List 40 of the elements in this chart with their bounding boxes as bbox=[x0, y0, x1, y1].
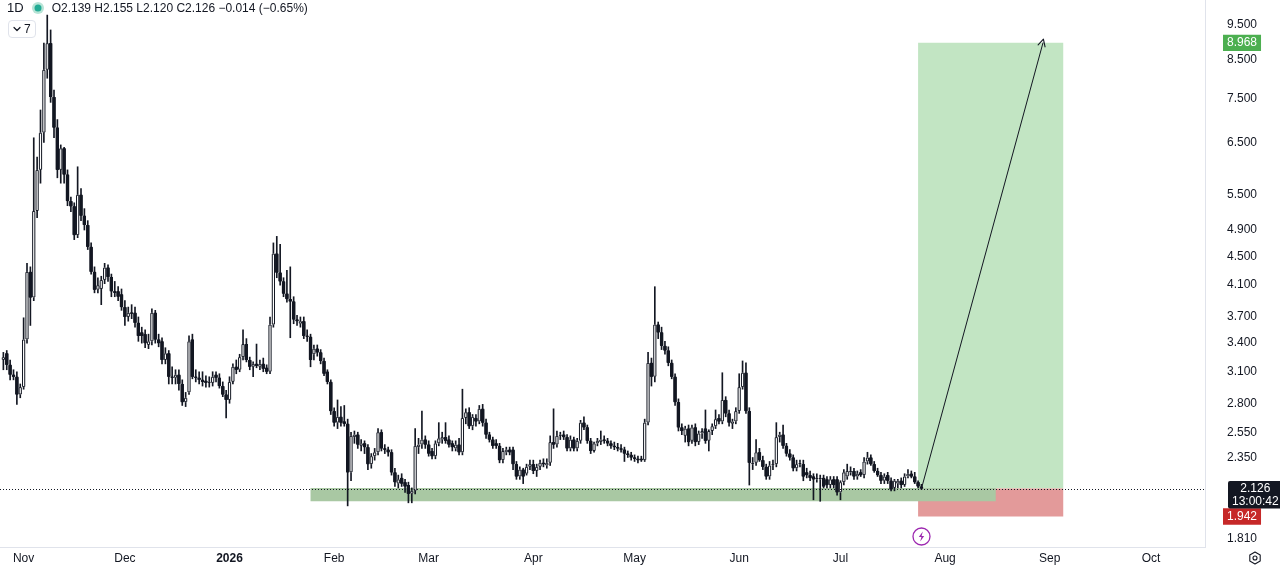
x-tick-label: Jun bbox=[729, 550, 749, 565]
candlestick bbox=[207, 376, 211, 388]
y-tick-label: 7.500 bbox=[1227, 90, 1258, 105]
x-tick-label: Aug bbox=[934, 550, 956, 565]
x-tick-label: 2026 bbox=[216, 550, 244, 565]
y-tick-label: 8.500 bbox=[1227, 51, 1258, 66]
y-tick-label: 3.400 bbox=[1227, 335, 1258, 350]
candlestick bbox=[204, 375, 208, 388]
x-tick-label: May bbox=[623, 550, 646, 565]
candlestick bbox=[602, 435, 606, 444]
y-tick-label: 4.500 bbox=[1227, 248, 1258, 263]
x-tick-label: Feb bbox=[323, 550, 345, 565]
x-tick-label: Oct bbox=[1141, 550, 1161, 565]
x-tick-label: Mar bbox=[418, 550, 440, 565]
y-tick-label: 8.968 bbox=[1227, 35, 1258, 50]
y-tick-label: 1.810 bbox=[1227, 530, 1258, 545]
y-tick-label: 2.800 bbox=[1227, 395, 1258, 410]
x-tick-label: Jul bbox=[832, 550, 849, 565]
y-tick-label: 2.550 bbox=[1227, 424, 1258, 439]
x-tick-label: Apr bbox=[523, 550, 543, 565]
y-tick-label: 4.900 bbox=[1227, 222, 1258, 237]
x-tick-label: Nov bbox=[12, 550, 35, 565]
y-tick-label: 2.350 bbox=[1227, 449, 1258, 464]
y-tick-label: 3.100 bbox=[1227, 364, 1258, 379]
ref-line-label: 2.126 13:00:42 bbox=[1232, 481, 1280, 508]
y-tick-label: 1.942 bbox=[1227, 508, 1258, 523]
y-tick-label: 4.100 bbox=[1227, 277, 1258, 292]
y-tick-label: 3.700 bbox=[1227, 309, 1258, 324]
candlestick bbox=[599, 430, 603, 445]
y-tick-label: 9.500 bbox=[1227, 17, 1258, 32]
toggle-button: 7 bbox=[8, 20, 36, 38]
x-tick-label: Dec bbox=[114, 550, 136, 565]
candlestick bbox=[636, 455, 640, 464]
candlestick bbox=[197, 371, 201, 385]
chart-subtitle: O2.139 H2.155 L2.120 C2.126 −0.014 (−0.65%) bbox=[51, 0, 308, 15]
chart-title: 1D bbox=[7, 0, 24, 15]
y-tick-label: 5.500 bbox=[1227, 186, 1258, 201]
candlestick bbox=[288, 266, 292, 339]
x-tick-label: Sep bbox=[1039, 550, 1061, 565]
y-tick-label: 6.500 bbox=[1227, 134, 1258, 149]
